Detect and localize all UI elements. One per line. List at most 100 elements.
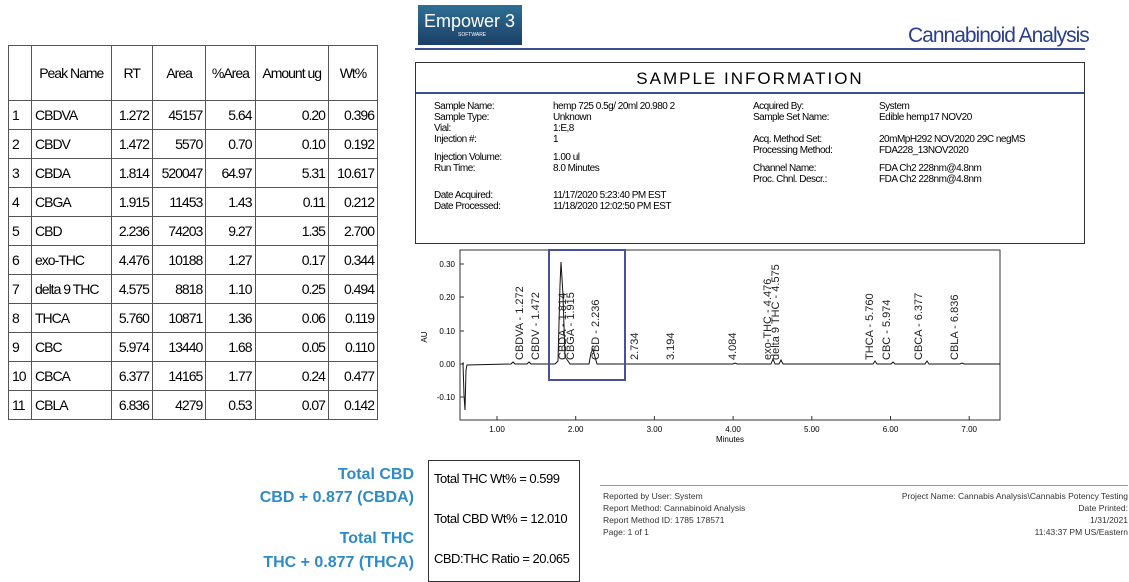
table-cell: 0.142 (327, 390, 379, 420)
x-tick-label: 3.00 (647, 425, 663, 434)
field-value: 20mMpH292 NOV2020 29C negMS (879, 134, 1026, 145)
table-cell: 5 (8, 216, 32, 246)
x-tick-label: 1.00 (489, 425, 505, 434)
field-label: Processing Method: (753, 145, 833, 156)
table-cell: CBGA (31, 187, 112, 217)
table-cell: 10871 (151, 303, 207, 333)
table-cell: 14165 (151, 361, 207, 391)
table-cell: 1.27 (205, 245, 256, 275)
peak-label: 3.194 (665, 332, 677, 360)
table-cell: 11 (8, 390, 32, 420)
field-value: 1 (553, 134, 559, 145)
logo-sub: SOFTWARE (458, 32, 487, 38)
y-tick-label: -0.10 (437, 393, 456, 402)
field-label: Channel Name: (753, 163, 816, 174)
formula-title: Total CBD (337, 466, 414, 483)
footer-text: Project Name: Cannabis Analysis\Cannabis… (901, 491, 1128, 501)
table-cell: 0.477 (327, 361, 379, 391)
table-cell: 74203 (151, 216, 207, 246)
table-cell: CBDV (31, 129, 112, 159)
table-cell: 0.11 (254, 187, 329, 217)
field-value: FDA Ch2 228nm@4.8nm (879, 174, 982, 185)
field-value: FDA228_13NOV2020 (879, 145, 969, 156)
table-cell: 11453 (151, 187, 207, 217)
table-cell: 5.31 (254, 158, 329, 188)
table-cell: 0.344 (327, 245, 379, 275)
chromatogram: 0.30 0.20 0.10 0.00 -0.10 1.00 2.00 3.00 4.00 5.0… (420, 249, 1001, 444)
column-header: Wt% (327, 45, 379, 101)
table-row: 1 CBDVA 1.272 45157 5.64 0.20 0.396 (8, 100, 379, 130)
y-tick-label: 0.10 (439, 327, 455, 336)
table-cell: 2.700 (327, 216, 379, 246)
footer-text: Report Method: Cannabinoid Analysis (603, 503, 746, 513)
table-cell: THCA (31, 303, 112, 333)
table-cell: CBDVA (31, 100, 112, 130)
field-value: Edible hemp17 NOV20 (879, 112, 972, 123)
table-row: 2 CBDV 1.472 5570 0.70 0.10 0.192 (8, 129, 379, 159)
formula: THC + 0.877 (THCA) (263, 554, 414, 571)
table-cell: CBD (31, 216, 112, 246)
y-tick-label: 0.00 (439, 360, 455, 369)
table-cell: 6.836 (110, 390, 153, 420)
table-row: 7 delta 9 THC 4.575 8818 1.10 0.25 0.494 (8, 274, 379, 304)
table-cell: 64.97 (205, 158, 256, 188)
formula: CBD + 0.877 (CBDA) (259, 489, 414, 506)
unused (460, 355, 575, 410)
table-cell: 1.915 (110, 187, 153, 217)
logo: Empower 3 SOFTWARE (418, 5, 522, 45)
footer-text: Report Method ID: 1785 178571 (603, 515, 725, 525)
field-label: Date Acquired: (434, 190, 493, 201)
table-cell: 5.760 (110, 303, 153, 333)
footer-text: 11:43:37 PM US/Eastern (1034, 527, 1128, 537)
table-cell: 0.10 (254, 129, 329, 159)
table-cell: 0.17 (254, 245, 329, 275)
peak-label: CBDA - 1.814 (557, 293, 569, 360)
column-header: %Area (205, 45, 256, 101)
sample-info: SAMPLE INFORMATION Sample Name: hemp 725 … (415, 62, 1085, 244)
peak-label: CBD - 2.236 (590, 299, 602, 360)
table-cell: 2.236 (110, 216, 153, 246)
report-title: Cannabinoid Analysis (908, 24, 1090, 47)
field-value: 8.0 Minutes (553, 163, 600, 174)
table-cell: 0.24 (254, 361, 329, 391)
table-cell: 4279 (151, 390, 207, 420)
footer-left: Reported by User: System Report Method: C… (603, 490, 745, 538)
table-cell: 1.814 (110, 158, 153, 188)
table-cell: 13440 (151, 332, 207, 362)
table-cell: 7 (8, 274, 32, 304)
table-row: 10 CBCA 6.377 14165 1.77 0.24 0.477 (8, 361, 379, 391)
table-row: 5 CBD 2.236 74203 9.27 1.35 2.700 (8, 216, 379, 246)
table-cell: 0.06 (254, 303, 329, 333)
table-cell: 4.476 (110, 245, 153, 275)
field-value: 11/18/2020 12:02:50 PM EST (553, 201, 672, 212)
table-cell: 5570 (151, 129, 207, 159)
peak-label: CBCA - 6.377 (913, 293, 925, 360)
table-cell: 8 (8, 303, 32, 333)
table-row: 6 exo-THC 4.476 10188 1.27 0.17 0.344 (8, 245, 379, 275)
table-cell: 1.272 (110, 100, 153, 130)
field-label: Vial: (434, 123, 451, 134)
sample-info-title: SAMPLE INFORMATION (416, 63, 1084, 94)
table-cell: CBDA (31, 158, 112, 188)
y-tick-label: 0.30 (439, 260, 455, 269)
footer-text: Date Printed: (1078, 503, 1128, 513)
table-cell: CBCA (31, 361, 112, 391)
table-cell: exo-THC (31, 245, 112, 275)
table-cell: 1.472 (110, 129, 153, 159)
table-row: 8 THCA 5.760 10871 1.36 0.06 0.119 (8, 303, 379, 333)
field-label: Injection #: (434, 134, 477, 145)
peak-label: 2.734 (629, 332, 641, 360)
rule (415, 48, 1085, 50)
formula-title: Total THC (339, 530, 414, 547)
field-value: FDA Ch2 228nm@4.8nm (879, 163, 982, 174)
column-header: RT (110, 45, 153, 101)
peak-table: Peak Name RT Area %Area Amount ug Wt% 1 CBDVA 1.… (8, 45, 379, 420)
table-cell: CBC (31, 332, 112, 362)
field-label: Injection Volume: (434, 152, 502, 163)
table-cell: 0.20 (254, 100, 329, 130)
peak-label: CBGA - 1.915 (565, 292, 577, 360)
peak-label: CBDV - 1.472 (530, 292, 542, 360)
x-axis-label: Minutes (716, 435, 744, 444)
table-cell: 0.212 (327, 187, 379, 217)
field-value: 1:E,8 (553, 123, 574, 134)
